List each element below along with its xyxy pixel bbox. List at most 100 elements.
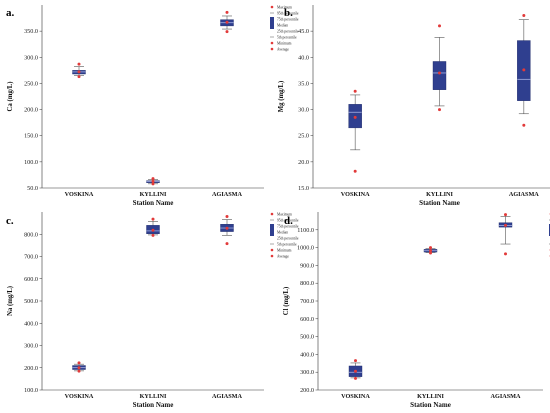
y-axis-label: Cl (mg/L) (283, 287, 290, 316)
min-marker (438, 108, 441, 112)
min-marker (151, 233, 155, 237)
y-tick-label: 800.0 (300, 280, 314, 287)
max-marker (354, 359, 357, 363)
y-tick-label: 1100.0 (297, 227, 314, 234)
legend-entry: Median (277, 24, 288, 28)
panel-label: b. (284, 7, 293, 19)
legend-entry: Average (277, 48, 289, 52)
y-tick-label: 500.0 (300, 334, 314, 341)
category-label: VOSKINA (65, 191, 94, 198)
y-tick-label: 700.0 (24, 254, 38, 261)
y-tick-label: 1000.0 (297, 245, 314, 252)
y-tick-label: 300.0 (300, 369, 314, 376)
y-tick-label: 100.0 (24, 159, 38, 166)
legend-entry: Maximum (277, 213, 292, 217)
category-label: VOSKINA (341, 191, 370, 198)
legend-entry: 95th percentile (277, 219, 299, 223)
legend-marker (270, 248, 274, 252)
mean-marker (77, 70, 81, 74)
legend-entry: Maximum (277, 6, 292, 10)
y-tick-label: 600.0 (300, 316, 314, 323)
max-marker (77, 62, 81, 66)
category-label: AGIASMA (212, 393, 242, 400)
y-tick-label: 350.0 (24, 28, 38, 35)
min-marker (522, 123, 526, 127)
max-marker (522, 13, 526, 17)
y-tick-label: 15.0 (298, 185, 309, 192)
legend-marker (270, 41, 274, 45)
legend-entry: 25th percentile (277, 237, 299, 241)
y-tick-label: 40.0 (298, 54, 309, 61)
min-marker (353, 169, 357, 173)
y-tick-label: 100.0 (24, 387, 38, 394)
mean-marker (225, 20, 229, 24)
legend-entry: Minimum (277, 249, 292, 253)
x-axis-label: Station Name (133, 199, 174, 207)
category-label: KYLLINI (140, 191, 167, 198)
category-label: AGIASMA (491, 393, 521, 400)
panel-mg: b. 15.0 20.0 25.0 30.0 35.0 40.0 45.0 Mg (mg/L) S… (278, 5, 550, 207)
y-tick-label: 400.0 (24, 320, 38, 327)
y-tick-label: 800.0 (24, 231, 38, 238)
panel-na: c. 100.0 200.0 300.0 400.0 500.0 600.0 700.0 800… (6, 212, 299, 409)
legend-marker (270, 212, 274, 216)
mean-marker (522, 68, 526, 72)
y-tick-label: 35.0 (298, 80, 309, 87)
mean-marker (504, 223, 507, 227)
max-marker (429, 246, 432, 250)
legend-entry: 5th percentile (277, 243, 297, 247)
min-marker (429, 251, 432, 255)
y-tick-label: 200.0 (24, 107, 38, 114)
mean-marker (429, 249, 432, 253)
legend-entry: 95th percentile (277, 12, 299, 16)
category-label: KYLLINI (140, 393, 167, 400)
mean-marker (354, 369, 357, 373)
panel-label: c. (6, 215, 14, 227)
min-marker (77, 369, 81, 373)
mean-marker (438, 71, 441, 75)
legend-marker (270, 5, 274, 9)
mean-marker (151, 179, 155, 183)
category-label: AGIASMA (212, 191, 242, 198)
legend-entry: Median (277, 231, 288, 235)
y-tick-label: 30.0 (298, 107, 309, 114)
y-tick-label: 25.0 (298, 133, 309, 140)
min-marker (77, 75, 81, 79)
max-marker (353, 89, 357, 93)
min-marker (354, 376, 357, 380)
x-axis-label: Station Name (133, 401, 174, 409)
max-marker (151, 217, 155, 221)
y-axis-label: Ca (mg/L) (7, 81, 14, 111)
legend-entry: 25th percentile (277, 30, 299, 34)
x-axis-label: Station Name (419, 199, 460, 207)
legend-entry: Average (277, 255, 289, 259)
y-tick-label: 45.0 (298, 28, 309, 35)
legend: Maximum 95th percentile 75th percentile Med… (270, 6, 299, 52)
legend-box-swatch (270, 17, 274, 29)
max-marker (77, 361, 81, 365)
panel-label: a. (6, 7, 15, 19)
mean-marker (225, 226, 229, 230)
min-marker (151, 182, 155, 186)
y-tick-label: 50.0 (27, 185, 38, 192)
category-label: AGIASMA (509, 191, 539, 198)
y-tick-label: 150.0 (24, 133, 38, 140)
mean-marker (77, 366, 81, 370)
y-axis-label: Na (mg/L) (7, 286, 14, 316)
box (432, 61, 447, 90)
category-label: KYLLINI (417, 393, 444, 400)
legend-entry: Minimum (277, 42, 292, 46)
legend-entry: 5th percentile (277, 36, 297, 40)
y-tick-label: 500.0 (24, 298, 38, 305)
panel-cl: d. 200.0 300.0 400.0 500.0 600.0 700.0 800.0 900… (283, 212, 550, 409)
legend: Maximum 95th percentile 75th percentile Med… (270, 213, 299, 259)
category-label: VOSKINA (65, 393, 94, 400)
min-marker (225, 242, 229, 246)
max-marker (225, 214, 229, 218)
y-tick-label: 700.0 (300, 298, 314, 305)
max-marker (151, 177, 155, 181)
y-tick-label: 20.0 (298, 159, 309, 166)
max-marker (438, 24, 441, 28)
y-tick-label: 200.0 (300, 387, 314, 394)
